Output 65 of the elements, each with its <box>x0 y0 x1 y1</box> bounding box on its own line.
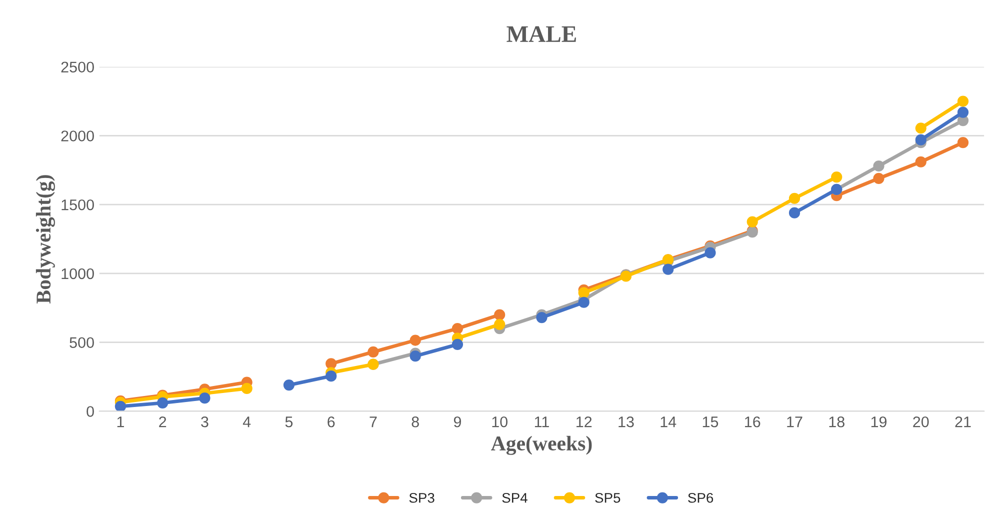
x-tick-label: 10 <box>492 416 508 428</box>
x-axis-title: Age(weeks) <box>491 436 592 455</box>
x-tick-label: 1 <box>117 416 124 428</box>
point <box>831 171 842 183</box>
x-tick-label: 2 <box>159 416 166 428</box>
point <box>578 287 590 298</box>
y-tick-label: 2500 <box>61 62 94 73</box>
y-tick-label: 1500 <box>62 199 94 210</box>
point <box>536 312 548 324</box>
point <box>578 296 590 308</box>
point <box>199 392 210 404</box>
point <box>452 322 464 334</box>
x-tick-label: 18 <box>829 416 844 428</box>
point <box>283 379 295 391</box>
x-tick-label: 20 <box>913 416 929 428</box>
point <box>788 192 800 204</box>
point <box>494 318 506 330</box>
legend-label: SP3 <box>409 492 434 503</box>
point <box>915 134 926 146</box>
x-tick-label: 21 <box>955 416 971 428</box>
point <box>662 264 674 275</box>
y-tick-label: 500 <box>70 337 94 348</box>
x-tick-label: 12 <box>576 416 592 428</box>
y-tick-label: 2000 <box>61 130 94 142</box>
point <box>114 400 126 412</box>
x-tick-label: 16 <box>745 416 760 428</box>
x-tick-label: 9 <box>454 416 461 428</box>
y-axis-title: Bodyweight(g) <box>36 175 55 304</box>
point <box>704 247 716 258</box>
point <box>957 96 969 107</box>
point <box>746 216 758 228</box>
point <box>873 160 884 172</box>
point <box>241 382 252 394</box>
x-tick-label: 7 <box>370 416 377 428</box>
x-tick-label: 14 <box>660 416 676 428</box>
y-tick-label: 0 <box>86 406 94 417</box>
y-tick-label: 1000 <box>62 268 94 280</box>
x-tick-label: 5 <box>285 416 293 428</box>
point <box>452 338 464 350</box>
chart-title: MALE <box>506 26 576 42</box>
point <box>788 207 800 218</box>
legend-label: SP5 <box>595 492 620 503</box>
legend-label: SP6 <box>688 492 714 503</box>
x-tick-label: 13 <box>618 416 634 428</box>
point <box>157 397 168 408</box>
point <box>368 346 379 358</box>
x-tick-label: 19 <box>871 416 887 428</box>
x-tick-label: 6 <box>328 416 335 428</box>
point <box>873 172 884 184</box>
x-tick-label: 17 <box>787 416 802 428</box>
point <box>410 334 421 346</box>
point <box>410 350 421 362</box>
point <box>915 156 926 168</box>
x-tick-label: 4 <box>242 416 251 428</box>
x-tick-label: 8 <box>412 416 419 428</box>
point <box>326 370 337 382</box>
legend-label: SP4 <box>502 492 528 503</box>
x-tick-label: 11 <box>534 416 549 428</box>
x-tick-label: 3 <box>201 416 208 428</box>
point <box>326 358 337 370</box>
point <box>957 106 969 118</box>
x-tick-label: 15 <box>702 416 718 428</box>
point <box>494 309 506 320</box>
point <box>915 122 926 134</box>
point <box>957 137 969 148</box>
